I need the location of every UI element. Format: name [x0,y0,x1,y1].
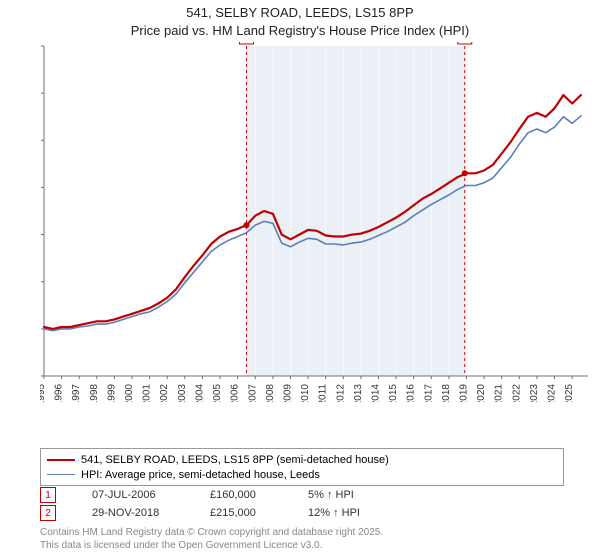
svg-text:2018: 2018 [441,384,452,402]
svg-text:1996: 1996 [54,384,65,402]
svg-text:2005: 2005 [212,384,223,402]
transaction-price: £160,000 [210,489,280,501]
svg-text:2014: 2014 [370,384,381,402]
svg-text:2002: 2002 [159,384,170,402]
transaction-hpi: 5% ↑ HPI [308,489,408,501]
footer-line1: Contains HM Land Registry data © Crown c… [40,526,383,539]
svg-text:2019: 2019 [459,384,470,402]
svg-text:2003: 2003 [177,384,188,402]
svg-text:2004: 2004 [194,384,205,402]
svg-text:1: 1 [244,42,250,44]
svg-text:2011: 2011 [318,384,329,402]
price-chart: 12£0£50K£100K£150K£200K£250K£300K£350K19… [40,42,592,402]
transaction-row: 2 29-NOV-2018 £215,000 12% ↑ HPI [40,504,408,522]
title-line1: 541, SELBY ROAD, LEEDS, LS15 8PP [0,4,600,22]
legend-item: HPI: Average price, semi-detached house,… [47,467,557,482]
transaction-table: 1 07-JUL-2006 £160,000 5% ↑ HPI 2 29-NOV-2018… [40,486,408,522]
footer-attribution: Contains HM Land Registry data © Crown c… [40,526,383,552]
svg-text:1995: 1995 [40,384,47,402]
svg-text:2006: 2006 [230,384,241,402]
svg-text:2012: 2012 [335,384,346,402]
svg-text:2013: 2013 [353,384,364,402]
svg-text:2009: 2009 [282,384,293,402]
svg-text:1998: 1998 [89,384,100,402]
legend-label: HPI: Average price, semi-detached house,… [81,469,320,481]
legend-swatch [47,474,75,475]
svg-text:1999: 1999 [106,384,117,402]
svg-text:2025: 2025 [564,384,575,402]
svg-text:2007: 2007 [247,384,258,402]
legend-item: 541, SELBY ROAD, LEEDS, LS15 8PP (semi-d… [47,452,557,467]
footer-line2: This data is licensed under the Open Gov… [40,539,383,552]
svg-text:2001: 2001 [142,384,153,402]
transaction-hpi: 12% ↑ HPI [308,507,408,519]
chart-title: 541, SELBY ROAD, LEEDS, LS15 8PP Price p… [0,0,600,39]
svg-text:2021: 2021 [494,384,505,402]
legend-swatch [47,459,75,461]
transaction-badge: 1 [40,487,56,503]
svg-text:2: 2 [462,42,468,44]
title-line2: Price paid vs. HM Land Registry's House … [0,22,600,40]
svg-text:2023: 2023 [529,384,540,402]
transaction-badge: 2 [40,505,56,521]
transaction-row: 1 07-JUL-2006 £160,000 5% ↑ HPI [40,486,408,504]
svg-text:2010: 2010 [300,384,311,402]
svg-text:2016: 2016 [406,384,417,402]
svg-text:1997: 1997 [71,384,82,402]
svg-text:2024: 2024 [547,384,558,402]
transaction-date: 07-JUL-2006 [92,489,182,501]
svg-text:2022: 2022 [511,384,522,402]
svg-text:2008: 2008 [265,384,276,402]
svg-text:2015: 2015 [388,384,399,402]
legend: 541, SELBY ROAD, LEEDS, LS15 8PP (semi-d… [40,448,564,486]
svg-text:2017: 2017 [423,384,434,402]
transaction-price: £215,000 [210,507,280,519]
legend-label: 541, SELBY ROAD, LEEDS, LS15 8PP (semi-d… [81,454,389,466]
svg-text:2020: 2020 [476,384,487,402]
transaction-date: 29-NOV-2018 [92,507,182,519]
svg-text:2000: 2000 [124,384,135,402]
